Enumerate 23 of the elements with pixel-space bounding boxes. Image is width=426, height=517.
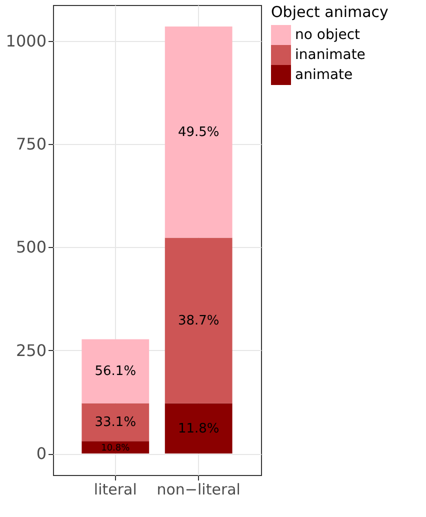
bar xyxy=(164,403,232,454)
bar xyxy=(82,403,150,442)
annotation: 38.7% xyxy=(178,313,220,328)
legend-label: animate xyxy=(295,67,353,83)
annotation: 56.1% xyxy=(94,364,136,380)
y-tick-label: 1000 xyxy=(6,31,46,50)
bar xyxy=(164,26,232,238)
annotation: 11.8% xyxy=(178,421,220,436)
bar xyxy=(82,441,150,454)
legend-label: no object xyxy=(295,27,361,43)
y-tick-label: 500 xyxy=(16,238,46,257)
bar xyxy=(164,238,232,404)
annotation: 10.8% xyxy=(101,443,130,454)
y-tick-label: 0 xyxy=(36,444,46,464)
x-tick-label: non−literal xyxy=(156,480,240,498)
legend-label: inanimate xyxy=(295,47,366,63)
legend-title: Object animacy xyxy=(271,3,389,21)
bar xyxy=(82,339,150,404)
x-tick-label: literal xyxy=(94,480,137,498)
annotation: 49.5% xyxy=(178,125,220,140)
annotation: 33.1% xyxy=(94,415,136,430)
y-tick-label: 250 xyxy=(16,340,46,360)
y-tick-label: 750 xyxy=(16,134,46,154)
